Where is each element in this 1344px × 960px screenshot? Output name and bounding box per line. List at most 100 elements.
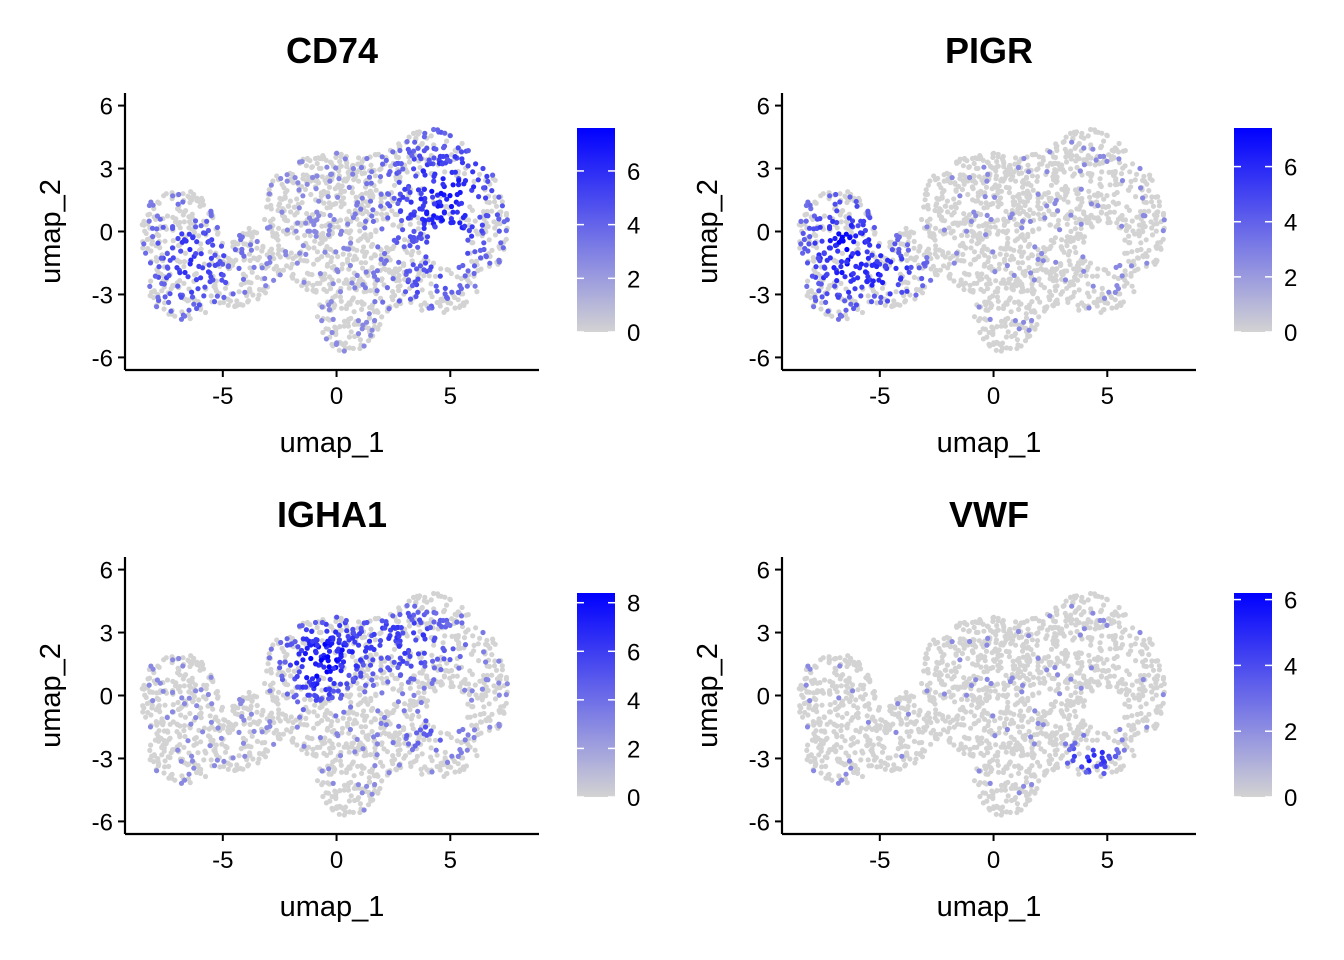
- cell-point: [222, 717, 228, 723]
- cell-point: [1022, 338, 1029, 344]
- cell-point: [806, 225, 813, 231]
- cell-point: [345, 323, 351, 329]
- cell-point: [352, 333, 358, 340]
- cell-point: [207, 713, 213, 719]
- cell-point: [968, 218, 975, 224]
- cell-point: [380, 216, 386, 222]
- cell-point: [904, 242, 911, 248]
- cell-point: [1049, 266, 1055, 272]
- cell-point: [159, 288, 165, 294]
- cell-point: [145, 676, 151, 682]
- cell-point: [333, 165, 339, 171]
- cell-point: [1061, 139, 1067, 145]
- cell-point: [450, 646, 456, 652]
- cell-point: [966, 212, 973, 218]
- cell-point: [303, 715, 309, 722]
- cell-point: [945, 209, 951, 215]
- cell-point: [983, 200, 989, 206]
- cell-point: [390, 149, 396, 155]
- cell-point: [501, 703, 507, 709]
- cell-point: [1088, 178, 1094, 184]
- cell-point: [314, 642, 320, 648]
- cell-point: [939, 190, 946, 196]
- cell-point: [1007, 246, 1014, 252]
- cell-point: [140, 709, 146, 715]
- cell-point: [1059, 186, 1065, 192]
- cell-point: [1053, 298, 1059, 304]
- cell-point: [167, 721, 173, 727]
- cell-point: [1061, 169, 1067, 175]
- cell-point: [319, 223, 325, 229]
- cell-point: [851, 305, 857, 312]
- cell-point: [177, 208, 183, 214]
- cell-point: [305, 228, 311, 234]
- cell-point: [993, 347, 999, 353]
- cell-point: [329, 741, 335, 747]
- cell-point: [208, 255, 214, 261]
- cell-point: [309, 164, 315, 170]
- cell-point: [147, 689, 153, 695]
- cell-point: [289, 725, 295, 731]
- cell-point: [1095, 266, 1101, 272]
- cell-point: [1013, 278, 1019, 284]
- cell-point: [1160, 228, 1166, 234]
- cell-point: [282, 659, 288, 665]
- cell-point: [1024, 288, 1031, 294]
- cell-point: [421, 685, 427, 691]
- cell-point: [333, 713, 339, 719]
- cell-point: [476, 194, 482, 200]
- cell-point: [1054, 147, 1060, 154]
- cell-point: [356, 619, 362, 625]
- cell-point: [492, 225, 498, 231]
- colorbar: [577, 128, 615, 332]
- cell-point: [1057, 166, 1063, 172]
- cell-point: [908, 255, 914, 261]
- cell-point: [443, 307, 449, 313]
- cell-point: [181, 683, 187, 689]
- cell-point: [288, 714, 294, 720]
- cell-point: [862, 227, 869, 234]
- cell-point: [1087, 260, 1094, 266]
- cell-point: [366, 638, 373, 644]
- cell-point: [1140, 225, 1146, 231]
- cell-point: [406, 598, 412, 604]
- cell-point: [366, 732, 372, 738]
- cell-point: [382, 714, 388, 721]
- cell-point: [390, 613, 396, 619]
- cell-point: [250, 292, 256, 298]
- cell-point: [1063, 238, 1069, 244]
- y-tick-label: -3: [92, 282, 113, 309]
- cell-point: [455, 145, 461, 151]
- cell-point: [1101, 267, 1107, 273]
- cell-point: [320, 153, 326, 159]
- cell-point: [310, 174, 316, 181]
- cell-point: [1077, 168, 1083, 174]
- cell-point: [969, 238, 975, 244]
- cell-point: [256, 756, 262, 762]
- cell-point: [913, 254, 920, 260]
- cell-point: [1032, 244, 1038, 250]
- cell-point: [899, 256, 905, 262]
- cell-point: [454, 619, 460, 625]
- cell-point: [342, 156, 348, 162]
- cell-point: [905, 247, 912, 253]
- cell-point: [496, 680, 502, 686]
- cell-point: [221, 294, 227, 300]
- cell-point: [323, 336, 329, 342]
- cell-point: [333, 293, 339, 299]
- colorbar-tick-label: 2: [627, 266, 640, 293]
- cell-point: [373, 651, 379, 657]
- cell-point: [975, 165, 981, 171]
- cell-point: [352, 175, 358, 181]
- cell-point: [363, 199, 369, 205]
- cell-point: [449, 289, 455, 295]
- cell-point: [409, 258, 415, 264]
- cell-point: [295, 180, 301, 186]
- cell-point: [232, 767, 238, 773]
- cell-point: [911, 238, 917, 245]
- cell-point: [1064, 213, 1070, 219]
- cell-point: [219, 277, 225, 283]
- cell-point: [187, 246, 193, 253]
- cell-point: [344, 217, 350, 223]
- cell-point: [392, 161, 398, 167]
